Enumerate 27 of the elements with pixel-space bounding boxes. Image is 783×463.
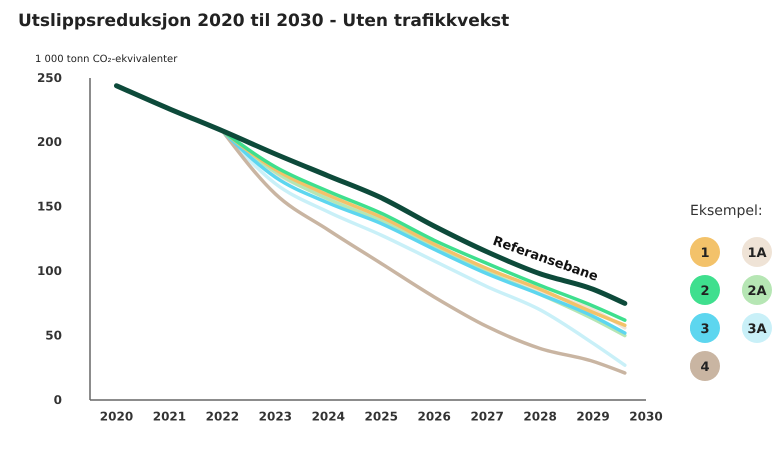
legend-label: 3A (747, 322, 767, 337)
y-axis-title: 1 000 tonn CO₂-ekvivalenter (35, 54, 178, 65)
x-tick-label: 2028 (523, 410, 557, 424)
y-tick-label: 200 (36, 135, 62, 150)
y-tick-label: 100 (36, 264, 62, 278)
x-tick-label: 2023 (258, 410, 292, 424)
legend-label: 2 (700, 284, 710, 299)
y-tick-label: 0 (54, 392, 62, 407)
legend-title: Eksempel: (690, 203, 763, 219)
x-tick-label: 2026 (417, 410, 451, 424)
x-tick-label: 2027 (470, 410, 504, 424)
legend-label: 3 (700, 322, 710, 337)
legend-label: 2A (747, 284, 767, 299)
legend-label: 4 (700, 360, 710, 375)
y-tick-label: 150 (36, 200, 62, 214)
x-tick-label: 2022 (206, 410, 240, 424)
legend-label: 1A (747, 246, 767, 261)
y-tick-label: 250 (36, 70, 62, 85)
legend-label: 1 (700, 246, 710, 261)
x-tick-label: 2021 (152, 410, 186, 424)
x-tick-label: 2025 (364, 410, 398, 424)
x-tick-label: 2024 (312, 410, 345, 424)
chart-title: Utslippsreduksjon 2020 til 2030 - Uten trafikkvekst (18, 11, 510, 31)
x-tick-label: 2030 (629, 410, 663, 424)
x-tick-label: 2020 (100, 410, 134, 424)
y-tick-label: 50 (45, 328, 62, 342)
x-tick-label: 2029 (576, 410, 610, 424)
